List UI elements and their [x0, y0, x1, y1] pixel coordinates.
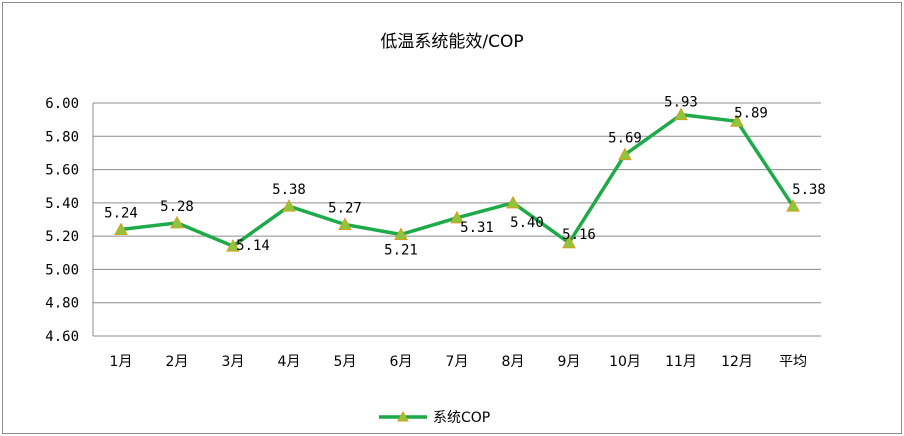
legend-marker-swatch — [397, 410, 409, 422]
grid-layer — [92, 102, 821, 337]
data-label: 5.89 — [734, 105, 768, 121]
y-tick-label: 4.80 — [45, 296, 79, 312]
x-tick-label: 6月 — [390, 354, 413, 370]
chart-svg: 低温系统能效/COP 4.60 4.80 5.00 5.20 5.40 5.60 5.80 6… — [45, 32, 826, 426]
x-tick-label: 1月 — [110, 354, 133, 370]
legend-series-name: 系统COP — [433, 410, 490, 426]
x-tick-label: 3月 — [222, 354, 245, 370]
x-tick-label: 12月 — [721, 354, 753, 370]
y-tick-label: 4.60 — [45, 329, 79, 345]
data-point-marker — [394, 227, 408, 240]
x-tick-label: 4月 — [278, 354, 301, 370]
x-tick-label: 9月 — [558, 354, 581, 370]
chart-title: 低温系统能效/COP — [380, 32, 523, 52]
y-tick-label: 6.00 — [45, 96, 79, 112]
data-label: 5.21 — [384, 242, 418, 258]
y-tick-label: 5.40 — [45, 196, 79, 212]
x-tick-label: 8月 — [502, 354, 525, 370]
data-point-marker — [170, 215, 184, 229]
x-tick-label: 平均 — [779, 354, 807, 370]
data-point-marker — [506, 195, 520, 209]
data-point-marker — [674, 107, 688, 121]
data-label: 5.38 — [792, 182, 826, 198]
data-point-marker — [786, 199, 800, 212]
data-label: 5.93 — [664, 95, 698, 111]
series-layer — [114, 107, 800, 252]
data-label: 5.27 — [328, 200, 362, 216]
data-label: 5.31 — [460, 220, 494, 236]
data-point-marker — [338, 217, 352, 230]
y-tick-label: 5.80 — [45, 129, 79, 145]
data-point-marker — [282, 199, 296, 212]
data-label: 5.69 — [608, 131, 642, 147]
data-label-layer: 5.24 5.28 5.14 5.38 5.27 5.21 5.31 5.40 5.16 5.69… — [104, 95, 826, 259]
y-tick-labels: 4.60 4.80 5.00 5.20 5.40 5.60 5.80 6.00 — [45, 96, 79, 345]
y-tick-label: 5.60 — [45, 163, 79, 179]
legend: 系统COP — [379, 410, 490, 426]
x-tick-label: 7月 — [446, 354, 469, 370]
data-label: 5.24 — [104, 205, 138, 221]
y-tick-label: 5.00 — [45, 262, 79, 278]
data-point-marker — [226, 239, 240, 252]
x-tick-label: 11月 — [665, 354, 697, 370]
series-line — [120, 112, 795, 248]
x-tick-label: 5月 — [334, 354, 357, 370]
data-point-marker — [730, 114, 744, 127]
data-label: 5.28 — [160, 199, 194, 215]
data-point-marker — [114, 222, 128, 235]
data-point-marker — [562, 235, 576, 249]
data-point-marker — [618, 147, 632, 161]
x-tick-label: 10月 — [609, 354, 641, 370]
x-tick-labels: 1月 2月 3月 4月 5月 6月 7月 8月 9月 10月 11月 12月 平均 — [110, 354, 807, 370]
data-label: 5.14 — [236, 238, 270, 254]
data-label: 5.16 — [562, 227, 596, 243]
x-tick-label: 2月 — [166, 354, 189, 370]
y-tick-label: 5.20 — [45, 229, 79, 245]
data-point-marker — [450, 210, 464, 224]
data-label: 5.40 — [510, 215, 544, 231]
data-label: 5.38 — [272, 182, 306, 198]
